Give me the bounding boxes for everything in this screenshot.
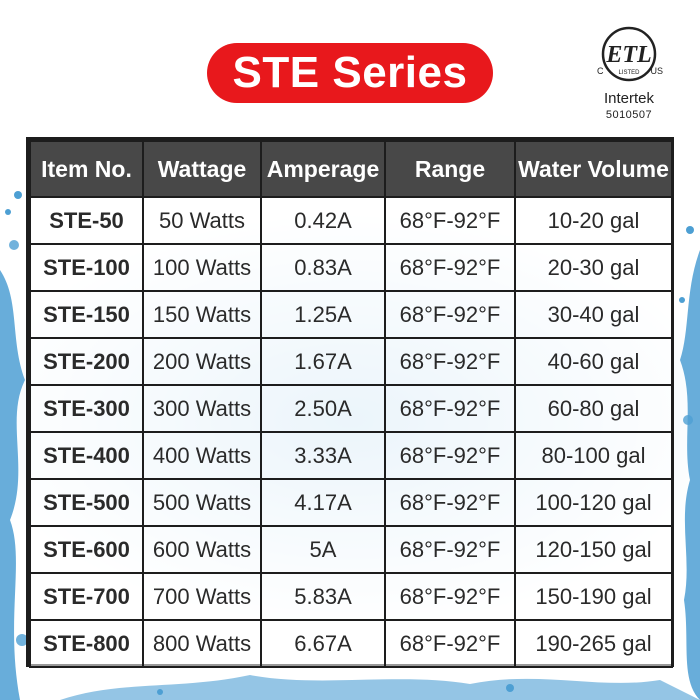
amperage-cell: 1.25A: [260, 290, 386, 339]
column-header: Water Volume: [514, 140, 673, 198]
water-volume-cell: 10-20 gal: [514, 196, 673, 245]
cert-brand: Intertek: [603, 90, 655, 107]
table-row: STE-200 200 Watts 1.67A 68°F-92°F 40-60 gal: [29, 337, 673, 386]
table-row: STE-600 600 Watts 5A 68°F-92°F 120-150 gal: [29, 525, 673, 574]
svg-text:ETL: ETL: [605, 42, 651, 68]
amperage-cell: 3.33A: [260, 431, 386, 480]
range-cell: 68°F-92°F: [384, 525, 516, 574]
item-no-cell: STE-150: [29, 290, 144, 339]
table-row: STE-700 700 Watts 5.83A 68°F-92°F 150-190 ga…: [29, 572, 673, 621]
range-cell: 68°F-92°F: [384, 572, 516, 621]
amperage-cell: 5.83A: [260, 572, 386, 621]
water-volume-cell: 150-190 gal: [514, 572, 673, 621]
specs-table-container: Item No. Wattage Amperage Range Water Vo…: [26, 137, 674, 668]
range-cell: 68°F-92°F: [384, 431, 516, 480]
table-header-row: Item No. Wattage Amperage Range Water Vo…: [29, 140, 673, 198]
table-row: STE-50 50 Watts 0.42A 68°F-92°F 10-20 gal: [29, 196, 673, 245]
title-banner: STE Series: [207, 43, 493, 103]
wattage-cell: 50 Watts: [142, 196, 262, 245]
wattage-cell: 100 Watts: [142, 243, 262, 292]
amperage-cell: 0.42A: [260, 196, 386, 245]
page-title: STE Series: [232, 48, 468, 97]
water-volume-cell: 120-150 gal: [514, 525, 673, 574]
item-no-cell: STE-500: [29, 478, 144, 527]
etl-listed-mark-icon: ETL LISTED C US: [597, 26, 663, 82]
cert-number: 5010507: [605, 109, 653, 121]
item-no-cell: STE-700: [29, 572, 144, 621]
wattage-cell: 600 Watts: [142, 525, 262, 574]
table-row: STE-100 100 Watts 0.83A 68°F-92°F 20-30 gal: [29, 243, 673, 292]
wattage-cell: 300 Watts: [142, 384, 262, 433]
svg-text:US: US: [650, 66, 663, 76]
range-cell: 68°F-92°F: [384, 196, 516, 245]
water-volume-cell: 100-120 gal: [514, 478, 673, 527]
table-row: STE-400 400 Watts 3.33A 68°F-92°F 80-100 gal: [29, 431, 673, 480]
svg-text:LISTED: LISTED: [618, 70, 640, 76]
amperage-cell: 6.67A: [260, 619, 386, 668]
column-header: Item No.: [29, 140, 144, 198]
table-row: STE-300 300 Watts 2.50A 68°F-92°F 60-80 gal: [29, 384, 673, 433]
item-no-cell: STE-300: [29, 384, 144, 433]
svg-text:C: C: [597, 66, 604, 76]
item-no-cell: STE-800: [29, 619, 144, 668]
item-no-cell: STE-600: [29, 525, 144, 574]
amperage-cell: 4.17A: [260, 478, 386, 527]
range-cell: 68°F-92°F: [384, 619, 516, 668]
etl-certification-logo: ETL LISTED C US Intertek 5010507: [594, 22, 664, 126]
column-header: Wattage: [142, 140, 262, 198]
wattage-cell: 150 Watts: [142, 290, 262, 339]
item-no-cell: STE-200: [29, 337, 144, 386]
wattage-cell: 500 Watts: [142, 478, 262, 527]
water-volume-cell: 190-265 gal: [514, 619, 673, 668]
range-cell: 68°F-92°F: [384, 243, 516, 292]
amperage-cell: 0.83A: [260, 243, 386, 292]
table-row: STE-150 150 Watts 1.25A 68°F-92°F 30-40 gal: [29, 290, 673, 339]
water-volume-cell: 20-30 gal: [514, 243, 673, 292]
water-volume-cell: 30-40 gal: [514, 290, 673, 339]
water-volume-cell: 40-60 gal: [514, 337, 673, 386]
amperage-cell: 5A: [260, 525, 386, 574]
wattage-cell: 400 Watts: [142, 431, 262, 480]
range-cell: 68°F-92°F: [384, 337, 516, 386]
range-cell: 68°F-92°F: [384, 478, 516, 527]
range-cell: 68°F-92°F: [384, 290, 516, 339]
wattage-cell: 800 Watts: [142, 619, 262, 668]
column-header: Range: [384, 140, 516, 198]
amperage-cell: 2.50A: [260, 384, 386, 433]
water-volume-cell: 60-80 gal: [514, 384, 673, 433]
table-row: STE-500 500 Watts 4.17A 68°F-92°F 100-120 ga…: [29, 478, 673, 527]
water-volume-cell: 80-100 gal: [514, 431, 673, 480]
wattage-cell: 700 Watts: [142, 572, 262, 621]
item-no-cell: STE-400: [29, 431, 144, 480]
specs-table: Item No. Wattage Amperage Range Water Vo…: [29, 140, 673, 668]
range-cell: 68°F-92°F: [384, 384, 516, 433]
column-header: Amperage: [260, 140, 386, 198]
table-row: STE-800 800 Watts 6.67A 68°F-92°F 190-265 ga…: [29, 619, 673, 668]
item-no-cell: STE-100: [29, 243, 144, 292]
item-no-cell: STE-50: [29, 196, 144, 245]
amperage-cell: 1.67A: [260, 337, 386, 386]
wattage-cell: 200 Watts: [142, 337, 262, 386]
